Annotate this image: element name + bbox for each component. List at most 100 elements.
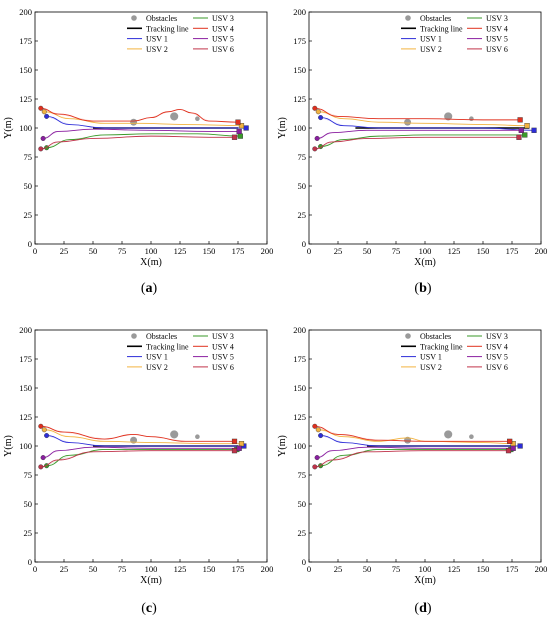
end-marker-usv1	[531, 127, 537, 133]
series-line-usv1	[46, 115, 247, 129]
y-tick-label: 100	[19, 123, 32, 133]
legend-usv6-label: USV 6	[486, 45, 508, 54]
y-tick-label: 25	[298, 210, 307, 220]
obstacle-marker	[469, 434, 474, 440]
y-axis-label: Y(m)	[277, 117, 288, 139]
legend-usv3-label: USV 3	[486, 332, 508, 341]
end-marker-usv6	[516, 134, 522, 140]
x-tick-label: 125	[448, 246, 461, 256]
panel-label-close: )	[153, 281, 158, 296]
series-line-usv5	[317, 446, 514, 459]
x-tick-label: 150	[203, 246, 216, 256]
end-marker-usv2	[238, 441, 245, 447]
end-marker-usv2	[524, 123, 530, 129]
x-tick-label: 0	[307, 246, 311, 256]
panel-label-open: (	[141, 281, 146, 296]
legend-obstacles-label: Obstacles	[420, 332, 451, 341]
end-marker-usv4	[517, 117, 523, 123]
obstacle-marker	[195, 434, 200, 440]
x-tick-label: 25	[334, 246, 343, 256]
obstacle-marker	[404, 118, 412, 126]
panel-label-close: )	[427, 281, 432, 296]
start-marker-usv6	[312, 464, 318, 470]
y-tick-label: 0	[28, 557, 32, 567]
x-tick-label: 125	[174, 564, 187, 574]
y-tick-label: 0	[302, 239, 306, 249]
x-axis-label: X(m)	[414, 575, 436, 586]
legend-usv2-label: USV 2	[146, 45, 168, 54]
y-tick-label: 50	[298, 499, 307, 509]
legend-tracking-label: Tracking line	[420, 342, 463, 351]
start-marker-usv6	[38, 464, 44, 470]
start-marker-usv1	[44, 433, 50, 439]
series-line-usv6	[314, 136, 519, 150]
x-tick-label: 75	[392, 564, 401, 574]
y-tick-label: 0	[302, 557, 306, 567]
legend-obstacles-icon	[131, 15, 137, 21]
legend-usv4-label: USV 4	[212, 24, 234, 33]
legend-usv2-label: USV 2	[420, 363, 442, 372]
legend-obstacles-label: Obstacles	[420, 14, 451, 23]
x-tick-label: 100	[419, 564, 432, 574]
series-line-usv4	[40, 107, 239, 123]
panel-label: (c)	[141, 601, 157, 616]
series-line-usv3	[320, 134, 525, 148]
series-line-usv2	[318, 429, 514, 445]
legend-usv6-label: USV 6	[212, 45, 234, 54]
x-tick-label: 200	[535, 246, 548, 256]
x-tick-label: 100	[145, 564, 158, 574]
x-tick-label: 150	[203, 564, 216, 574]
x-axis-label: X(m)	[140, 575, 162, 586]
x-tick-label: 150	[477, 564, 490, 574]
y-tick-label: 200	[293, 325, 306, 335]
y-tick-label: 25	[24, 528, 33, 538]
y-tick-label: 150	[19, 65, 32, 75]
legend-usv1-label: USV 1	[146, 35, 168, 44]
legend-usv4-label: USV 4	[486, 24, 508, 33]
y-tick-label: 50	[298, 181, 307, 191]
x-axis-label: X(m)	[140, 257, 162, 268]
obstacle-marker	[170, 430, 179, 439]
y-tick-label: 75	[24, 152, 33, 162]
start-marker-usv5	[314, 135, 320, 141]
panel-label-close: )	[152, 601, 157, 616]
obstacle-marker	[195, 116, 200, 122]
panel-label: (a)	[141, 281, 158, 296]
y-tick-label: 175	[293, 36, 306, 46]
series-line-usv3	[46, 133, 241, 149]
start-marker-usv4	[38, 423, 44, 429]
x-tick-label: 50	[89, 246, 98, 256]
legend-usv6-label: USV 6	[486, 363, 508, 372]
x-tick-label: 125	[448, 564, 461, 574]
end-marker-usv1	[517, 443, 523, 449]
end-marker-usv6	[231, 134, 238, 140]
y-tick-label: 50	[24, 499, 33, 509]
panel-label: (d)	[414, 601, 431, 616]
legend-usv4-label: USV 4	[486, 342, 508, 351]
panel-label-letter: c	[146, 601, 152, 616]
x-tick-label: 175	[506, 564, 519, 574]
start-marker-usv2	[315, 427, 321, 433]
end-marker-usv5	[236, 128, 242, 135]
y-tick-label: 125	[19, 412, 32, 422]
series-line-usv3	[320, 449, 511, 467]
x-tick-label: 50	[363, 564, 372, 574]
legend-obstacles-label: Obstacles	[146, 332, 177, 341]
x-tick-label: 75	[118, 246, 127, 256]
end-marker-usv5	[518, 127, 524, 133]
x-tick-label: 0	[33, 564, 37, 574]
end-marker-usv5	[236, 445, 242, 451]
panel-label-open: (	[414, 601, 419, 616]
y-tick-label: 100	[293, 441, 306, 451]
start-marker-usv1	[318, 433, 324, 439]
x-tick-label: 50	[89, 564, 98, 574]
y-tick-label: 175	[19, 36, 32, 46]
panel-label-letter: a	[146, 281, 153, 296]
legend-usv4-label: USV 4	[212, 342, 234, 351]
y-tick-label: 50	[24, 181, 33, 191]
y-tick-label: 100	[19, 441, 32, 451]
